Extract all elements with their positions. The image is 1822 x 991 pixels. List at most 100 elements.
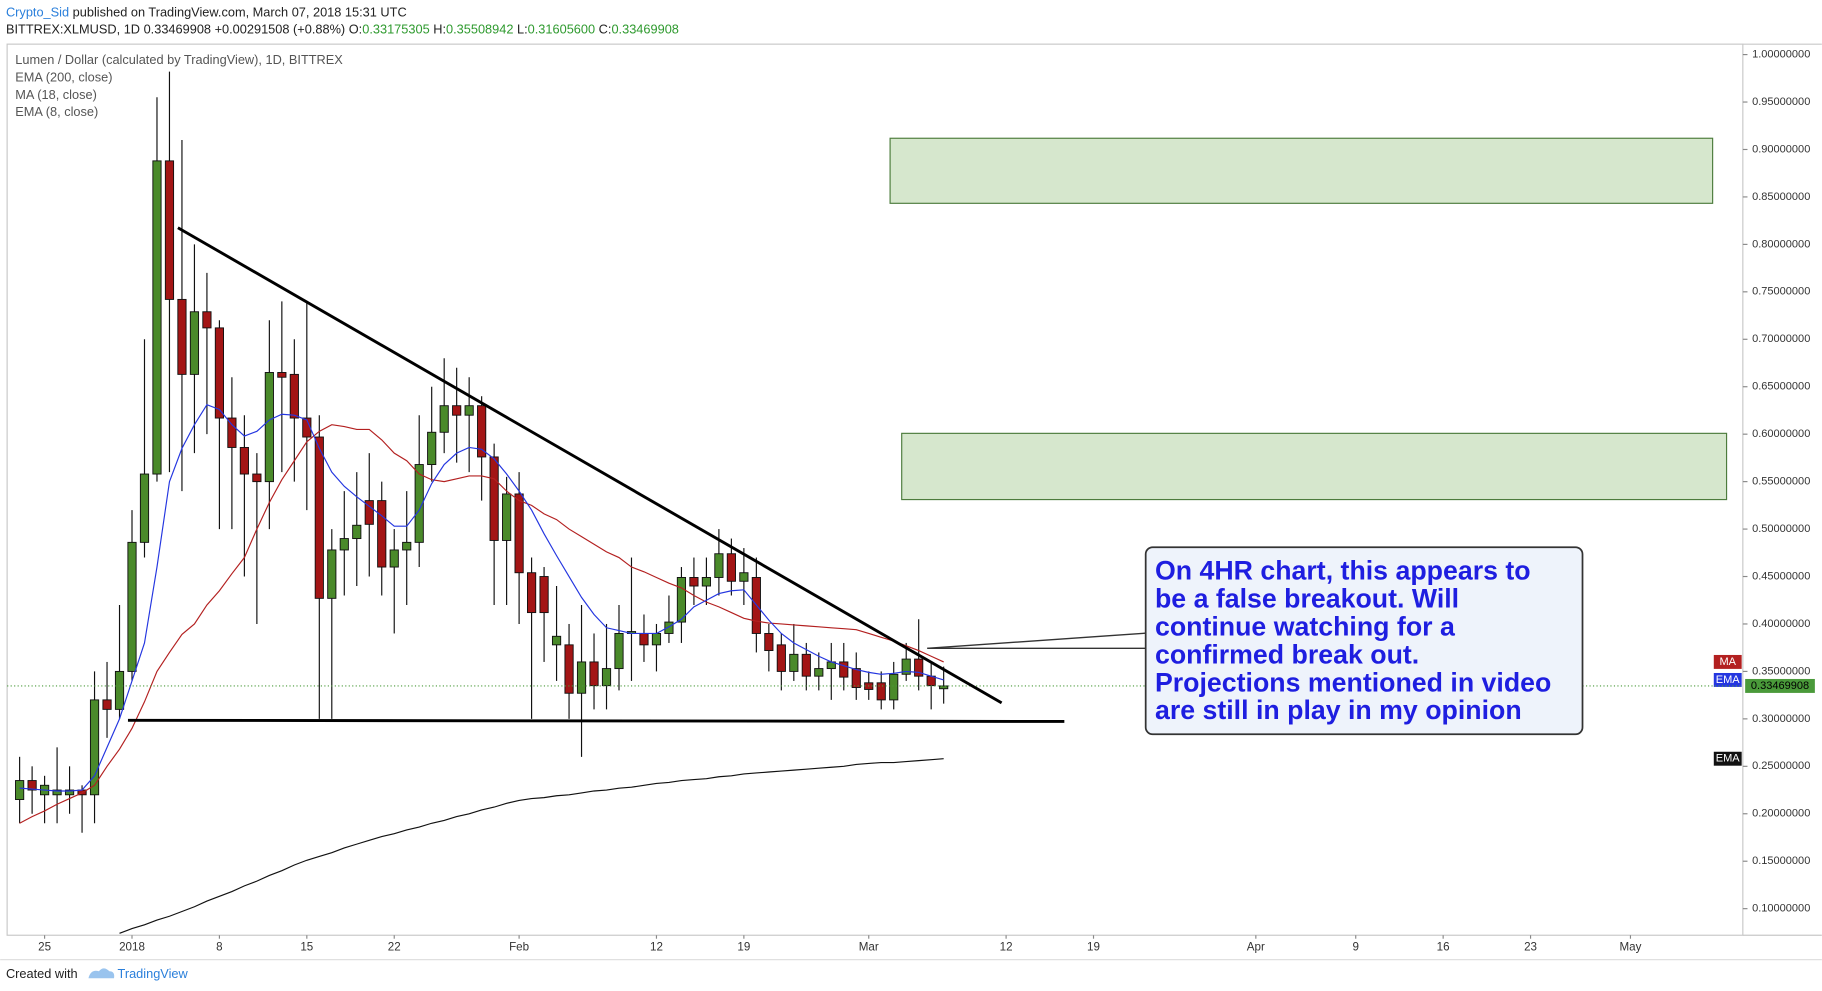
candle-body bbox=[389, 549, 399, 568]
price-tag-label: 0.33469908 bbox=[1751, 680, 1809, 692]
symbol: BITTREX:XLMUSD, 1D bbox=[6, 22, 140, 37]
candle-body bbox=[364, 500, 374, 525]
callout-line: are still in play in my opinion bbox=[1155, 695, 1522, 725]
ohlc-value: 0.35508942 bbox=[446, 22, 513, 37]
candle-body bbox=[289, 373, 299, 419]
plot: 0.10000000 0.15000000 0.20000000 0.25000000… bbox=[7, 48, 1815, 953]
support-line bbox=[127, 718, 1065, 723]
candle-body bbox=[614, 632, 624, 670]
chart-title: Lumen / Dollar (calculated by TradingVie… bbox=[15, 52, 343, 67]
candle-body bbox=[202, 311, 212, 329]
candle-body bbox=[377, 500, 387, 568]
candle-body bbox=[339, 538, 349, 551]
x-tick-label: 19 bbox=[737, 940, 750, 953]
candle-body bbox=[814, 668, 824, 677]
y-tick-label: 0.15000000 bbox=[1752, 855, 1810, 867]
x-tick-label: 8 bbox=[216, 940, 222, 953]
candle-body bbox=[901, 658, 911, 675]
candle-body bbox=[102, 699, 112, 710]
candle-body bbox=[551, 635, 562, 646]
y-tick-label: 0.65000000 bbox=[1752, 381, 1810, 393]
candle-body bbox=[427, 431, 437, 466]
candle-body bbox=[726, 553, 736, 582]
y-tick-label: 0.80000000 bbox=[1752, 238, 1810, 250]
last-price: 0.33469908 bbox=[144, 22, 211, 37]
candle-body bbox=[639, 632, 649, 646]
candle-body bbox=[177, 298, 187, 375]
candle-body bbox=[914, 658, 924, 677]
y-tick-label: 0.55000000 bbox=[1752, 476, 1810, 488]
plot-frame bbox=[6, 43, 1744, 936]
y-tick-label: 0.25000000 bbox=[1752, 760, 1810, 772]
candle-body bbox=[539, 576, 549, 614]
candle-body bbox=[239, 446, 249, 475]
candle-body bbox=[439, 405, 449, 433]
y-tick-label: 0.10000000 bbox=[1752, 903, 1810, 915]
x-tick-label: 12 bbox=[650, 940, 663, 953]
y-tick-label: 0.20000000 bbox=[1752, 808, 1810, 820]
x-tick-label: 22 bbox=[388, 940, 401, 953]
y-tick-label: 0.85000000 bbox=[1752, 191, 1810, 203]
candle-body bbox=[527, 572, 537, 614]
candle-body bbox=[114, 670, 125, 710]
candle-body bbox=[414, 464, 424, 543]
ohlc-label: L: bbox=[517, 22, 528, 37]
y-tick-label: 0.40000000 bbox=[1752, 618, 1810, 630]
candle-body bbox=[252, 473, 262, 483]
x-tick-label: 2018 bbox=[119, 940, 145, 953]
callout-line: be a false breakout. Will bbox=[1155, 584, 1459, 614]
candle-body bbox=[689, 577, 699, 587]
price-tag bbox=[1713, 654, 1742, 669]
ohlc-label: O: bbox=[349, 22, 362, 37]
candle-body bbox=[889, 673, 899, 701]
candle-body bbox=[464, 405, 474, 416]
candle-body bbox=[227, 417, 237, 448]
footer-text: Created with bbox=[6, 966, 78, 981]
published: published on TradingView.com, March 07, … bbox=[73, 4, 407, 19]
x-tick-label: Apr bbox=[1247, 940, 1265, 953]
candle-body bbox=[452, 405, 462, 416]
candle-body bbox=[651, 632, 662, 646]
candle-body bbox=[776, 644, 786, 672]
candle-body bbox=[314, 436, 324, 599]
y-tick-label: 0.60000000 bbox=[1752, 428, 1810, 440]
x-tick-label: 23 bbox=[1524, 940, 1537, 953]
x-tick-label: May bbox=[1619, 940, 1641, 953]
candle-body bbox=[789, 653, 799, 672]
candle-body bbox=[327, 549, 337, 599]
candle-body bbox=[939, 685, 949, 690]
price-tag bbox=[1713, 751, 1742, 766]
ohlc-value: 0.31605600 bbox=[528, 22, 595, 37]
footer-brand[interactable]: TradingView bbox=[118, 966, 189, 981]
legend-entry: EMA (8, close) bbox=[15, 104, 98, 119]
callout-box bbox=[1144, 546, 1584, 736]
y-tick-label: 0.35000000 bbox=[1752, 665, 1810, 677]
footer: Created with TradingView bbox=[6, 966, 189, 981]
indicator-line bbox=[19, 404, 944, 792]
candle-body bbox=[64, 789, 75, 796]
candle-body bbox=[15, 780, 25, 800]
candle-body bbox=[701, 577, 711, 587]
ohlc-label: C: bbox=[599, 22, 612, 37]
callout-line: Projections mentioned in video bbox=[1155, 667, 1551, 697]
candle-body bbox=[352, 524, 362, 540]
candle-body bbox=[189, 311, 200, 375]
trend-line bbox=[177, 226, 1003, 705]
ohlc-label: H: bbox=[433, 22, 446, 37]
x-tick-label: Mar bbox=[859, 940, 879, 953]
candle-body bbox=[264, 372, 274, 483]
y-tick-label: 0.45000000 bbox=[1752, 570, 1810, 582]
candle-body bbox=[664, 621, 674, 634]
candle-body bbox=[164, 160, 175, 300]
indicator-line bbox=[19, 424, 944, 824]
target-zone bbox=[901, 432, 1728, 501]
drawings bbox=[127, 137, 1728, 736]
y-tick-label: 0.50000000 bbox=[1752, 523, 1810, 535]
change: +0.00291508 (+0.88%) bbox=[215, 22, 346, 37]
x-tick-label: 19 bbox=[1087, 940, 1100, 953]
author[interactable]: Crypto_Sid bbox=[6, 4, 69, 19]
candle-body bbox=[139, 473, 150, 543]
